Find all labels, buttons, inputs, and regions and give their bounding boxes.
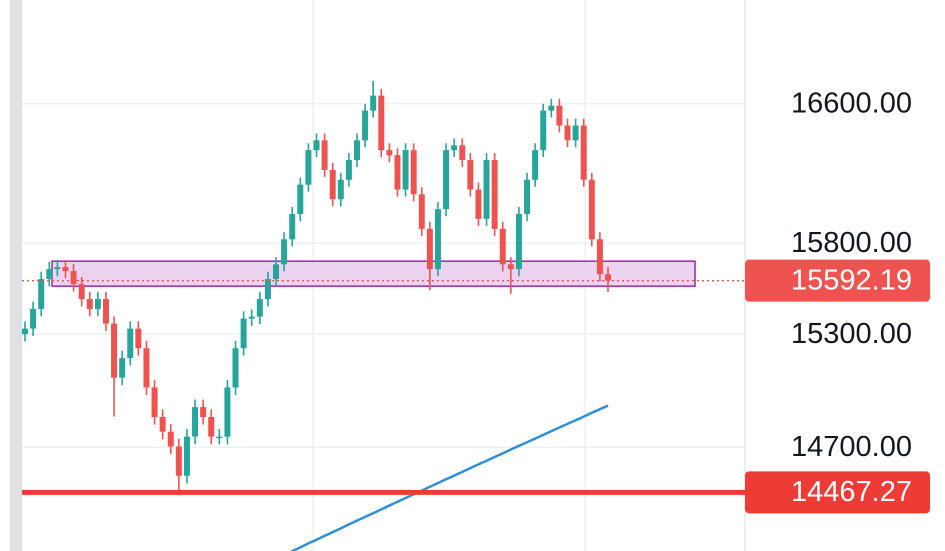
candle-body (467, 160, 474, 190)
candle-body (556, 105, 563, 126)
candle-body (564, 125, 571, 141)
candle-body (362, 110, 369, 141)
candle-body (305, 150, 312, 185)
candle-body (443, 150, 450, 210)
candle-body (297, 184, 304, 215)
y-tick-label: 15300.00 (791, 318, 912, 350)
candle-body (111, 323, 118, 378)
candle-body (22, 328, 28, 335)
candle-body (548, 105, 555, 111)
candle-body (370, 95, 377, 111)
support-label-box (745, 471, 930, 514)
candle-body (159, 416, 166, 432)
candle-body (94, 299, 101, 309)
candle-body (102, 299, 109, 324)
candle-body (532, 150, 539, 180)
price-axis: 16600.00 15800.00 15300.00 14700.00 15592.19… (745, 87, 930, 514)
candle-body (402, 150, 409, 190)
candle-body (378, 95, 385, 151)
candle-body (329, 169, 336, 200)
candle-body (240, 318, 247, 349)
price-label: 15592.19 (791, 264, 912, 296)
candle-body (418, 194, 425, 229)
candle-body (580, 125, 587, 180)
candle-body (434, 209, 441, 270)
candle-body (596, 239, 603, 275)
candle-body (167, 431, 174, 447)
candle-body (127, 328, 134, 359)
candle-body (192, 407, 199, 437)
plot-area (22, 80, 745, 551)
candle-body (46, 269, 53, 280)
candle-body (200, 407, 207, 417)
candle-body (394, 155, 401, 190)
candle-body (151, 387, 158, 417)
candle-body (491, 160, 498, 229)
candle-body (70, 271, 77, 285)
price-label-box (745, 259, 930, 302)
candle-body (183, 436, 190, 476)
left-edge (10, 0, 22, 551)
y-tick-label: 15800.00 (791, 227, 912, 259)
candle-body (289, 214, 296, 240)
zone (51, 260, 696, 287)
candle-body (459, 145, 466, 161)
candle-body (515, 214, 522, 270)
candle-body (540, 110, 547, 151)
candle-body (451, 145, 458, 151)
candle-body (605, 274, 611, 281)
candle-body (588, 179, 595, 240)
candle-body (78, 284, 85, 300)
candle-body (248, 316, 255, 319)
candle-body (232, 348, 239, 388)
candle-body (499, 228, 506, 265)
y-tick-label: 16600.00 (791, 87, 912, 119)
candle-body (281, 239, 288, 265)
candle-body (264, 279, 271, 300)
candle-body (273, 264, 280, 280)
candle-body (30, 308, 37, 329)
candle-body (353, 140, 360, 161)
moving-average (289, 404, 609, 551)
candle-body (143, 348, 150, 388)
candle-body (483, 160, 490, 219)
candle-body (386, 150, 393, 156)
candle-body (175, 446, 182, 476)
candle-body (38, 279, 45, 309)
support-label: 14467.27 (791, 476, 912, 508)
candle-body (345, 160, 352, 180)
candle-body (337, 179, 344, 200)
candle-body (313, 140, 320, 151)
candle-body (426, 228, 433, 270)
candle-body (54, 267, 61, 270)
candle-body (135, 328, 142, 349)
candle-body (62, 267, 69, 272)
candle-body (524, 179, 531, 215)
candle-body (572, 125, 579, 141)
candle-body (410, 150, 417, 195)
candle-body (119, 358, 126, 378)
candle-body (216, 436, 223, 439)
candle-body (321, 140, 328, 170)
candle-body (224, 387, 231, 437)
candle-body (208, 416, 215, 437)
candle-body (256, 299, 263, 317)
candle-body (86, 299, 93, 309)
candle-body (507, 264, 514, 270)
candle-body (475, 189, 482, 219)
y-tick-label: 14700.00 (791, 431, 912, 463)
